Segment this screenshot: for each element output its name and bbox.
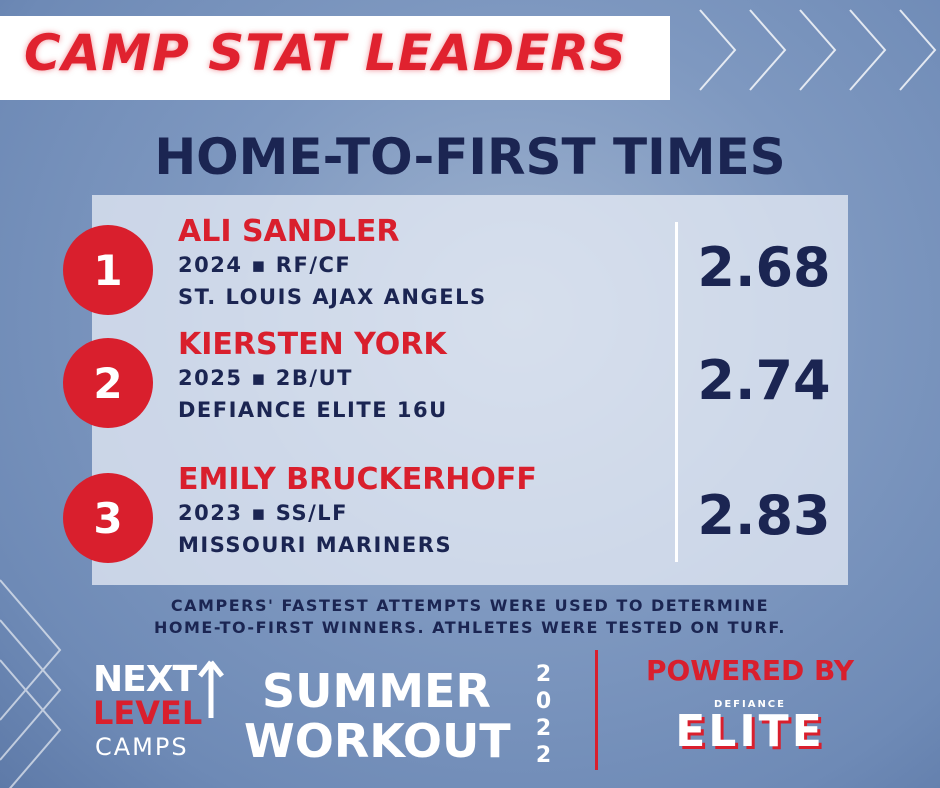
athlete-team: MISSOURI MARINERS xyxy=(178,533,453,557)
rank-badge: 1 xyxy=(63,225,153,315)
footnote: CAMPERS' FASTEST ATTEMPTS WERE USED TO D… xyxy=(170,596,770,615)
title: CAMP STAT LEADERS xyxy=(24,24,627,82)
logo-camps: CAMPS xyxy=(95,733,189,761)
footer-divider xyxy=(595,650,598,770)
athlete-team: ST. LOUIS AJAX ANGELS xyxy=(178,285,487,309)
time: 2.74 xyxy=(697,349,831,412)
arrow-icon xyxy=(198,660,224,718)
athlete-info: 2023 ▪ SS/LF xyxy=(178,501,349,525)
divider xyxy=(675,222,678,562)
chevrons xyxy=(699,9,937,91)
sponsor: ELITE xyxy=(675,706,825,757)
event-year: 2022 xyxy=(531,662,556,770)
powered-by: POWERED BY xyxy=(645,654,855,687)
leaders-panel xyxy=(92,195,848,585)
athlete-info: 2024 ▪ RF/CF xyxy=(178,253,352,277)
athlete-team: DEFIANCE ELITE 16U xyxy=(178,398,448,422)
rank-badge: 3 xyxy=(63,473,153,563)
rank-badge: 2 xyxy=(63,338,153,428)
footnote: HOME-TO-FIRST WINNERS. ATHLETES WERE TES… xyxy=(153,618,786,637)
title-banner xyxy=(0,16,670,100)
athlete-name: ALI SANDLER xyxy=(178,214,400,249)
logo-next: NEXT xyxy=(93,659,197,700)
athlete-name: KIERSTEN YORK xyxy=(178,327,447,362)
time: 2.68 xyxy=(697,236,831,299)
event-summer: SUMMER xyxy=(262,664,491,718)
logo-level: LEVEL xyxy=(93,694,203,732)
event-workout: WORKOUT xyxy=(244,714,511,768)
sponsor-small: DEFIANCE xyxy=(714,699,786,710)
chevrons-left xyxy=(0,579,62,788)
athlete-info: 2025 ▪ 2B/UT xyxy=(178,366,353,390)
time: 2.83 xyxy=(697,484,831,547)
athlete-name: EMILY BRUCKERHOFF xyxy=(178,462,537,497)
heading: HOME-TO-FIRST TIMES xyxy=(154,128,786,186)
